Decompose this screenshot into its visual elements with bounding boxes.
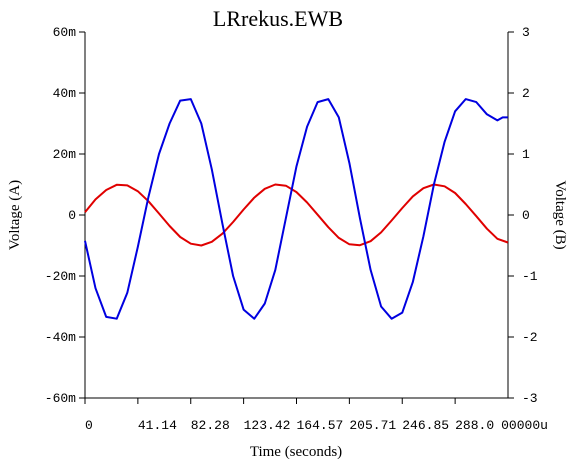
y-tick-label-left: 40m [53,86,77,101]
x-tick-label: 123.42 [244,418,291,433]
y-tick-label-left: 20m [53,147,77,162]
y-tick-label-left: 0 [68,208,76,223]
y-tick-label-right: -3 [522,391,538,406]
y-tick-label-right: 0 [522,208,530,223]
y-tick-label-right: 3 [522,25,530,40]
x-unit-suffix: 00000u [501,418,548,433]
x-tick-label: 82.28 [191,418,230,433]
y-tick-label-right: -2 [522,330,538,345]
y-tick-label-right: -1 [522,269,538,284]
x-axis-label: Time (seconds) [250,444,342,460]
x-tick-label: 205.71 [349,418,396,433]
y-tick-label-left: -20m [45,269,76,284]
y-tick-label-left: -40m [45,330,76,345]
x-tick-label: 246.85 [402,418,449,433]
x-tick-label: 164.57 [297,418,344,433]
series-line-2 [84,98,508,320]
x-tick-label: 288.0 [455,418,494,433]
chart-title: LRrekus.EWB [213,6,343,31]
y-tick-label-left: 60m [53,25,77,40]
y-tick-label-left: -60m [45,391,76,406]
x-tick-label: 0 [85,418,93,433]
x-tick-label: 41.14 [138,418,177,433]
y-tick-label-right: 2 [522,86,530,101]
y-tick-label-right: 1 [522,147,530,162]
y-axis-label-right: Voltage (B) [552,180,568,249]
series-line-1 [84,183,509,247]
y-axis-label-left: Voltage (A) [7,180,23,250]
